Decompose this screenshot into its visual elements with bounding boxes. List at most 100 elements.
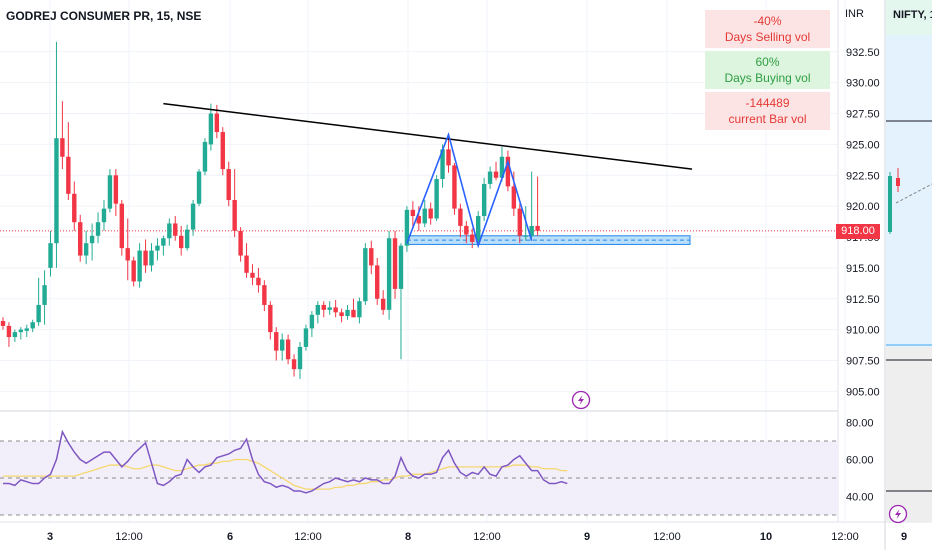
current-bar-vol-panel: -144489 current Bar vol xyxy=(705,92,830,130)
compare-symbol-title[interactable]: NIFTY, 1 xyxy=(893,9,932,21)
candle-body xyxy=(434,178,439,219)
time-tick-label: 9 xyxy=(584,531,590,543)
candle-body xyxy=(173,223,178,236)
candle-body xyxy=(190,203,196,230)
candle-body xyxy=(410,209,416,217)
candle-body xyxy=(428,208,433,219)
rsi-tick-label: 60.00 xyxy=(846,455,874,467)
price-tick-label: 927.50 xyxy=(846,109,880,121)
days-selling-vol-label: Days Selling vol xyxy=(724,30,811,44)
candle-body xyxy=(256,277,261,286)
candle-body xyxy=(422,208,427,224)
candle-body xyxy=(363,248,368,302)
candle-body xyxy=(161,238,166,246)
compare-candle xyxy=(896,178,900,186)
time-tick-label: 6 xyxy=(227,531,233,543)
candle-body xyxy=(30,322,35,329)
double-top-pattern[interactable] xyxy=(406,131,533,249)
candle-body xyxy=(214,113,220,133)
candle-body xyxy=(6,325,12,338)
candle-body xyxy=(392,238,398,289)
compare-header-bg xyxy=(886,0,932,35)
candle-body xyxy=(333,307,338,313)
candle-body xyxy=(89,235,95,244)
candle-body xyxy=(398,245,404,289)
symbol-title[interactable]: GODREJ CONSUMER PR, 15, NSE xyxy=(6,9,202,23)
candle-body xyxy=(202,141,208,172)
trendline[interactable] xyxy=(163,102,693,170)
compare-range-bg xyxy=(886,35,932,347)
candle-body xyxy=(36,304,41,323)
price-tick-label: 920.00 xyxy=(846,201,880,213)
time-tick-label: 12:00 xyxy=(653,531,681,543)
candle-body xyxy=(327,307,332,310)
candle-body xyxy=(119,203,124,249)
candle-body xyxy=(464,225,469,235)
candle-body xyxy=(83,243,89,256)
time-tick-label: 10 xyxy=(760,531,772,543)
candle-body xyxy=(268,304,273,333)
lightning-icon-bolt xyxy=(895,509,901,519)
candle-body xyxy=(226,169,231,200)
time-tick-label: 12:00 xyxy=(831,531,859,543)
candle-body xyxy=(404,209,410,246)
candle-body xyxy=(24,328,29,331)
candle-body xyxy=(238,230,243,256)
time-tick-label: 9 xyxy=(901,531,907,543)
candle-body xyxy=(18,329,24,333)
candle-body xyxy=(517,208,522,236)
candle-body xyxy=(113,175,119,204)
candle-body xyxy=(60,138,65,157)
candle-body xyxy=(321,304,326,310)
price-tick-label: 905.00 xyxy=(846,386,880,398)
candle-body xyxy=(369,248,374,266)
time-tick-label: 3 xyxy=(47,531,53,543)
candlestick-series xyxy=(0,41,540,380)
current-price-tag: 918.00 xyxy=(836,224,880,239)
candle-body xyxy=(291,359,297,370)
days-selling-vol-panel: -40% Days Selling vol xyxy=(705,10,830,48)
candle-body xyxy=(12,332,18,338)
candle-body xyxy=(196,171,202,204)
rsi-panel xyxy=(0,429,838,516)
compare-lower-bg xyxy=(886,347,932,522)
candle-body xyxy=(262,285,267,305)
lightning-icon[interactable] xyxy=(571,390,591,410)
candle-body xyxy=(155,245,160,251)
lightning-icon-bolt xyxy=(578,395,584,405)
candle-body xyxy=(208,113,214,145)
price-tick-label: 912.50 xyxy=(846,294,880,306)
candle-body xyxy=(351,309,356,318)
rsi-line xyxy=(3,429,568,494)
rsi-ma-line xyxy=(3,458,568,490)
candle-body xyxy=(131,260,136,282)
candle-body xyxy=(416,216,421,224)
candle-body xyxy=(107,175,113,209)
candle-body xyxy=(380,298,386,310)
price-tick-label: 925.00 xyxy=(846,139,880,151)
compare-panel xyxy=(886,0,932,522)
candle-body xyxy=(303,328,309,347)
time-tick-label: 8 xyxy=(405,531,411,543)
candle-body xyxy=(149,250,154,266)
candle-body xyxy=(179,235,184,249)
candle-body xyxy=(309,314,315,329)
lightning-icon[interactable] xyxy=(888,504,908,524)
candle-body xyxy=(499,156,505,178)
time-tick-label: 12:00 xyxy=(473,531,501,543)
candle-body xyxy=(523,235,528,237)
candle-body xyxy=(493,171,499,178)
candle-body xyxy=(137,250,142,282)
candle-body xyxy=(535,225,540,231)
rsi-tick-label: 80.00 xyxy=(846,418,874,430)
candle-body xyxy=(78,222,83,256)
candle-body xyxy=(285,339,291,360)
candle-body xyxy=(274,332,279,351)
compare-projection xyxy=(895,183,932,204)
candle-body xyxy=(357,301,362,318)
candle-body xyxy=(279,339,285,351)
price-tick-label: 922.50 xyxy=(846,170,880,182)
candle-body xyxy=(48,243,53,268)
candle-body xyxy=(505,156,511,187)
